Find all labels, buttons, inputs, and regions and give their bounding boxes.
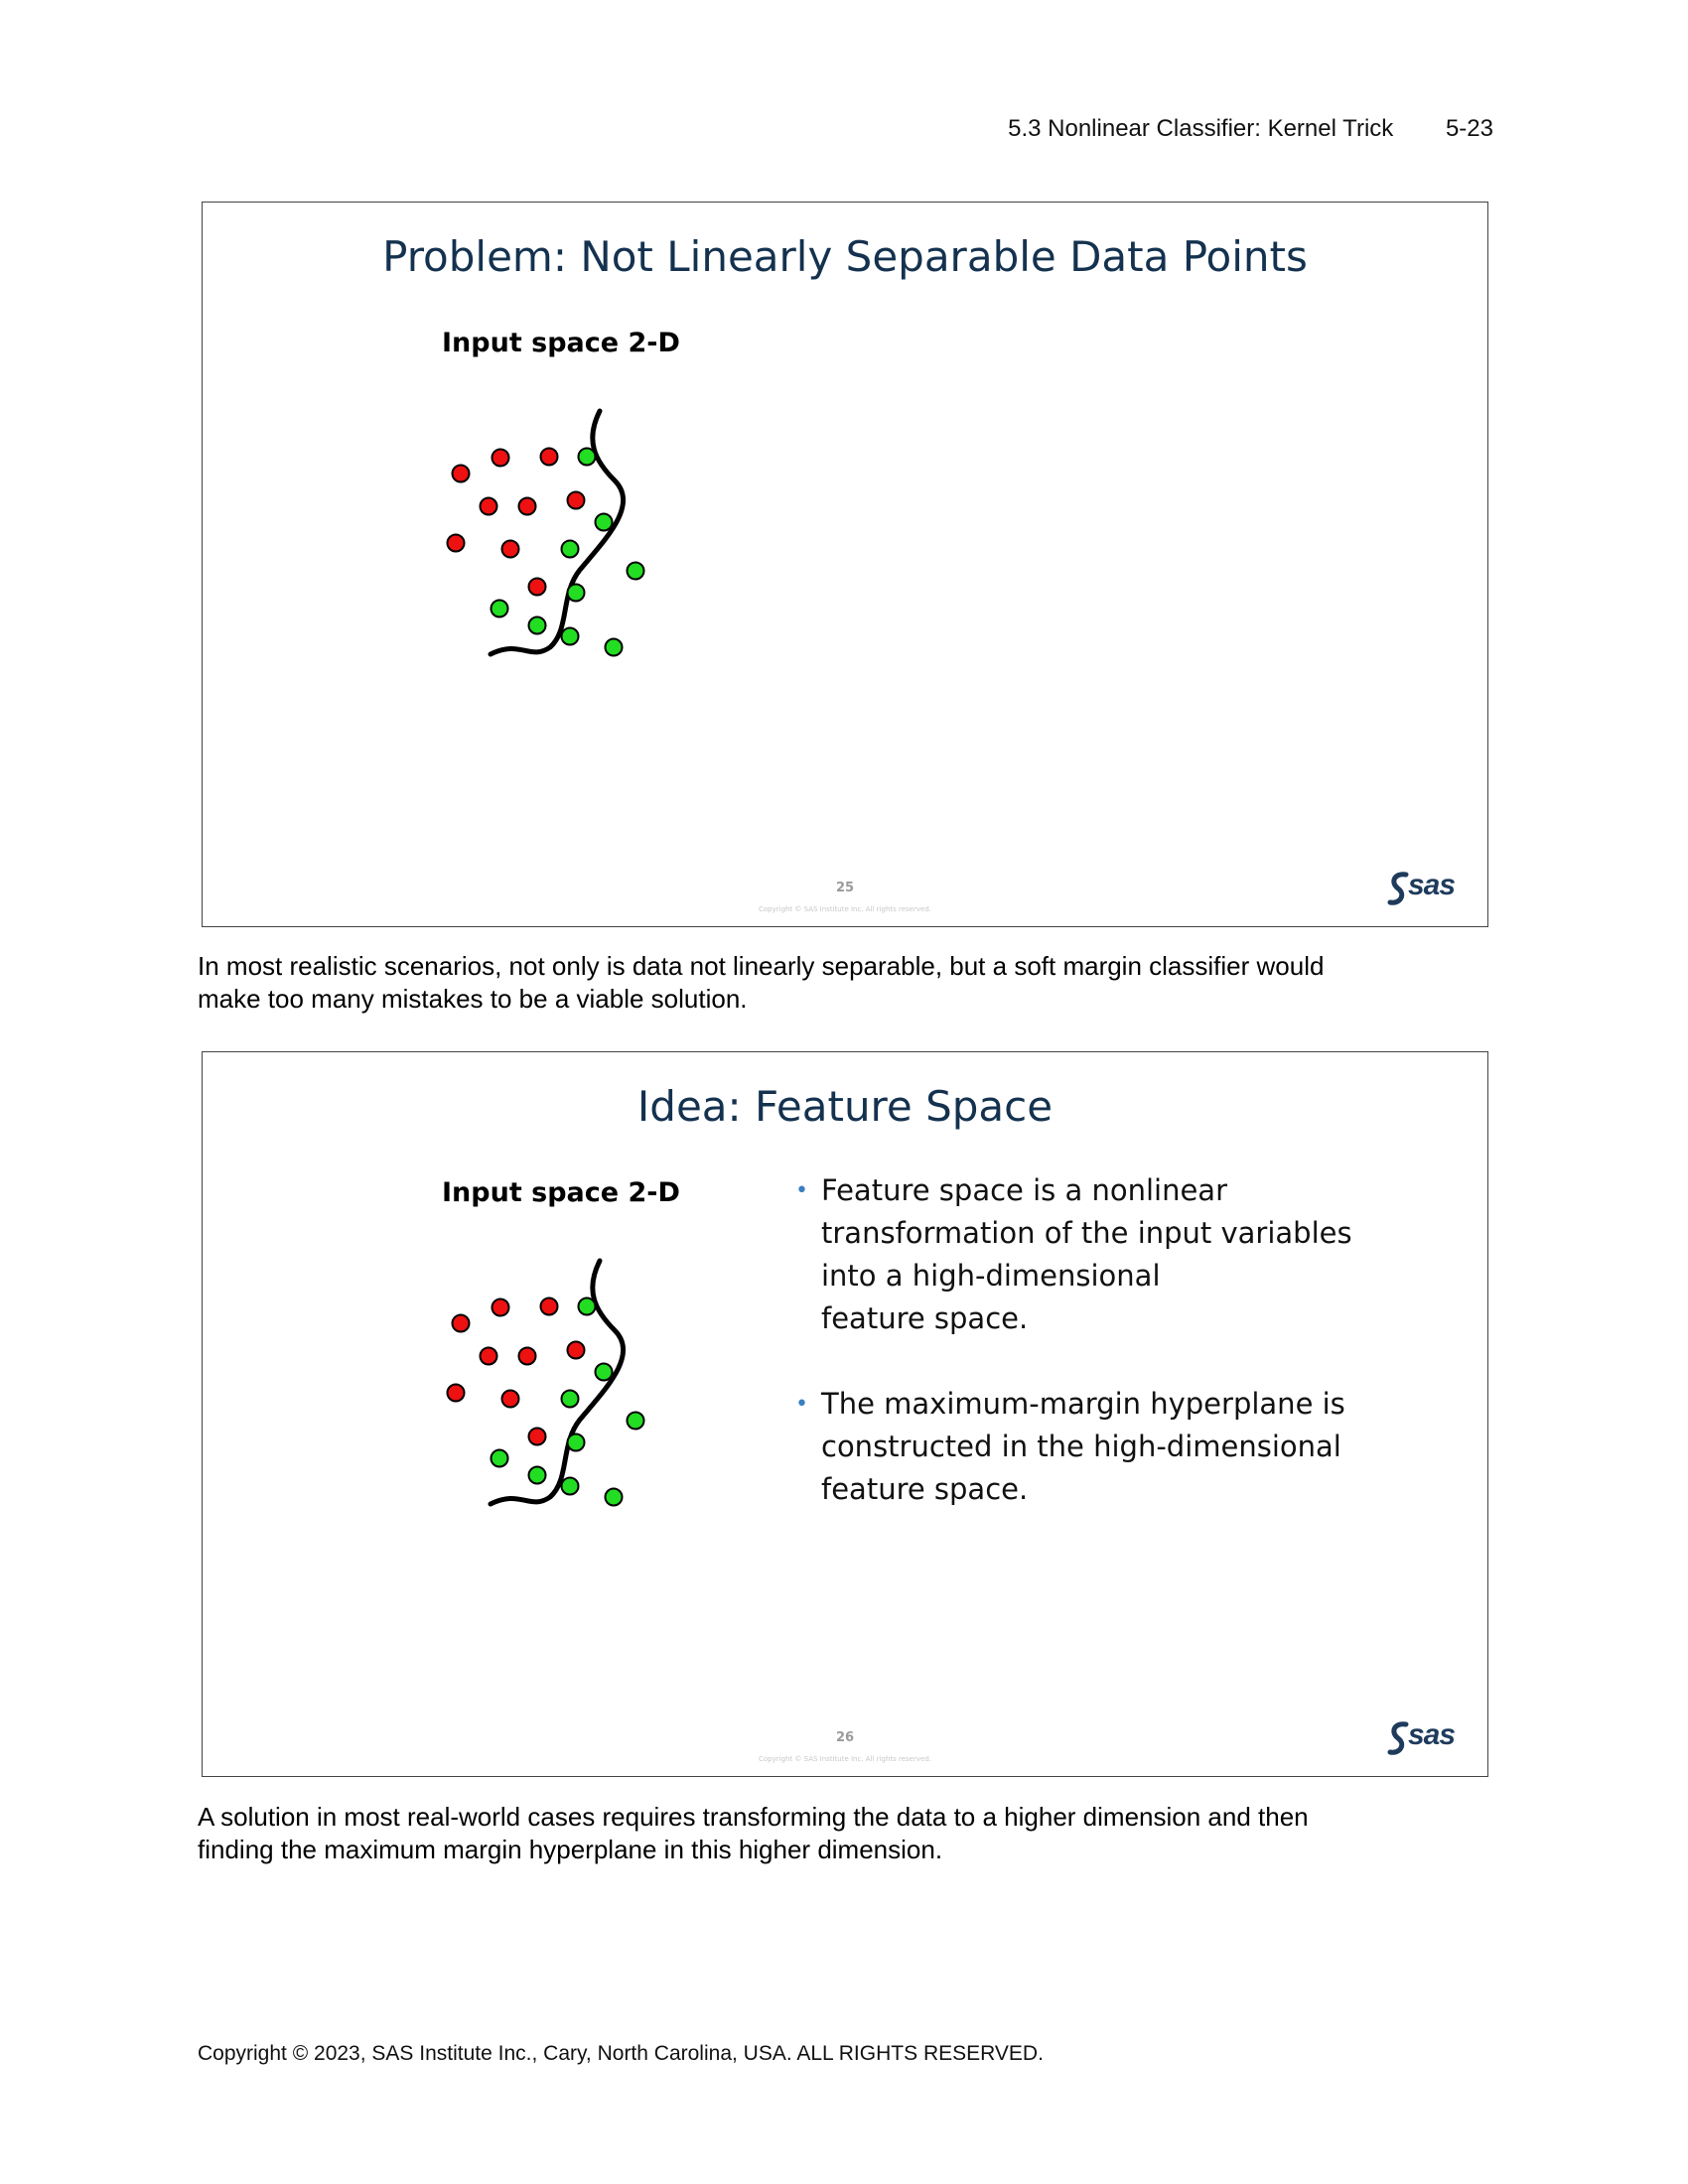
section-title: 5.3 Nonlinear Classifier: Kernel Trick [1008, 115, 1394, 142]
sas-logo-text: sas [1408, 1718, 1456, 1751]
body-paragraph: A solution in most real-world cases requ… [198, 1802, 1309, 1864]
slide-26: Idea: Feature Space Input space 2-D • Fea… [202, 1051, 1488, 1777]
bullet-text: The maximum-margin hyperplane is constru… [821, 1387, 1345, 1506]
red-data-point [539, 1297, 559, 1316]
input-space-label: Input space 2-D [442, 328, 680, 358]
green-data-point [594, 512, 614, 532]
sas-swirl-icon [1387, 872, 1409, 905]
red-data-point [500, 1389, 520, 1409]
page-footer-copyright: Copyright © 2023, SAS Institute Inc., Ca… [198, 2042, 1044, 2065]
red-data-point [446, 1383, 466, 1403]
slide-number: 26 [835, 1730, 855, 1745]
green-data-point [577, 1297, 597, 1316]
green-data-point [527, 1465, 547, 1485]
bullet-text: Feature space is a nonlinear transformat… [821, 1173, 1352, 1335]
red-data-point [491, 448, 510, 468]
data-points [446, 1297, 645, 1507]
data-points [446, 447, 645, 657]
red-data-point [479, 496, 498, 516]
green-data-point [560, 626, 580, 646]
red-data-point [500, 539, 520, 559]
red-data-point [451, 1313, 471, 1333]
green-data-point [626, 561, 645, 581]
page-number: 5-23 [1445, 115, 1493, 142]
green-data-point [566, 1433, 586, 1452]
green-data-point [490, 599, 509, 618]
green-data-point [566, 583, 586, 603]
green-data-point [594, 1362, 614, 1382]
bullet-dot-icon: • [795, 1178, 808, 1203]
page-header: 5.3 Nonlinear Classifier: Kernel Trick 5… [1008, 115, 1493, 143]
green-data-point [560, 539, 580, 559]
slide-title: Idea: Feature Space [636, 1082, 1054, 1131]
slide-number: 25 [835, 881, 855, 895]
red-data-point [527, 1427, 547, 1446]
red-data-point [451, 464, 471, 483]
green-data-point [527, 615, 547, 635]
bullet-item: • Feature space is a nonlinear transforma… [793, 1169, 1429, 1340]
green-data-point [604, 1487, 624, 1507]
red-data-point [479, 1346, 498, 1366]
decision-boundary-curve [488, 1258, 627, 1507]
slide-title: Problem: Not Linearly Separable Data Poi… [382, 232, 1308, 281]
sas-logo-text: sas [1408, 869, 1456, 901]
red-data-point [539, 447, 559, 467]
green-data-point [490, 1448, 509, 1468]
bullet-dot-icon: • [795, 1392, 808, 1417]
bullet-item: • The maximum-margin hyperplane is constr… [793, 1383, 1429, 1511]
green-data-point [577, 447, 597, 467]
sas-logo: sas [1386, 1718, 1468, 1758]
green-data-point [560, 1389, 580, 1409]
green-data-point [604, 637, 624, 657]
green-data-point [626, 1411, 645, 1431]
slide-25: Problem: Not Linearly Separable Data Poi… [202, 202, 1488, 927]
slide-copyright: Copyright © SAS Institute Inc. All right… [759, 1755, 931, 1763]
red-data-point [566, 490, 586, 510]
red-data-point [491, 1297, 510, 1317]
sas-logo: sas [1386, 869, 1468, 908]
input-space-label: Input space 2-D [442, 1177, 680, 1208]
red-data-point [527, 577, 547, 597]
sas-swirl-icon [1387, 1721, 1409, 1755]
green-data-point [560, 1476, 580, 1496]
red-data-point [517, 1346, 537, 1366]
red-data-point [566, 1340, 586, 1360]
slide-copyright: Copyright © SAS Institute Inc. All right… [759, 905, 931, 913]
bullet-list: • Feature space is a nonlinear transforma… [793, 1169, 1429, 1554]
decision-boundary-curve [488, 408, 627, 657]
red-data-point [517, 496, 537, 516]
body-paragraph: In most realistic scenarios, not only is… [198, 951, 1325, 1014]
scatter-plot [446, 408, 645, 657]
scatter-plot [446, 1258, 645, 1507]
red-data-point [446, 533, 466, 553]
